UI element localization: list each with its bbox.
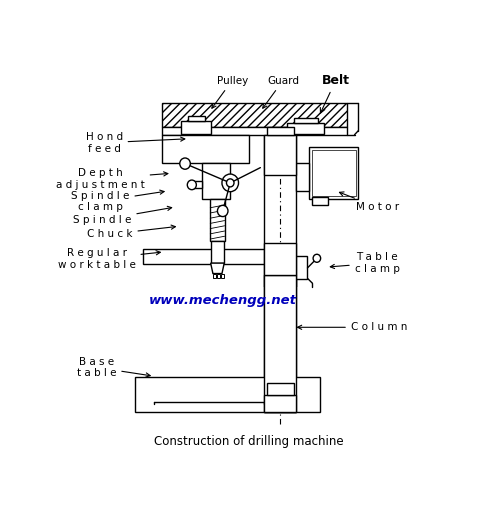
Bar — [264, 243, 296, 275]
Text: Construction of drilling machine: Construction of drilling machine — [154, 435, 344, 448]
Bar — [294, 118, 318, 123]
Bar — [162, 127, 347, 135]
Circle shape — [217, 205, 228, 217]
Circle shape — [222, 174, 239, 192]
Bar — [217, 274, 220, 278]
Text: C h u c k: C h u c k — [87, 225, 175, 239]
Bar — [312, 197, 328, 205]
Bar — [296, 163, 310, 191]
Bar — [210, 199, 225, 241]
Bar — [192, 181, 202, 189]
Bar — [162, 135, 249, 163]
Text: www.mechengg.net: www.mechengg.net — [149, 293, 297, 306]
Bar — [287, 123, 324, 134]
Circle shape — [226, 179, 234, 187]
Text: S p i n d l e: S p i n d l e — [73, 206, 172, 225]
Circle shape — [313, 254, 321, 262]
Bar — [267, 383, 294, 395]
Text: B a s e
t a b l e: B a s e t a b l e — [77, 356, 150, 378]
Bar — [267, 127, 294, 135]
Circle shape — [187, 180, 196, 190]
Bar — [181, 121, 211, 134]
Text: R e g u l a r
w o r k t a b l e: R e g u l a r w o r k t a b l e — [58, 249, 160, 270]
Text: S p i n d l e
c l a m p: S p i n d l e c l a m p — [71, 190, 164, 212]
Bar — [210, 241, 224, 263]
Text: T a b l e
c l a m p: T a b l e c l a m p — [330, 252, 399, 274]
Bar — [221, 274, 224, 278]
Bar — [264, 135, 296, 412]
Bar — [264, 275, 296, 412]
Bar — [162, 104, 347, 127]
Bar — [135, 377, 320, 412]
Bar — [296, 256, 308, 279]
Bar — [188, 116, 205, 121]
Text: Pulley: Pulley — [212, 76, 248, 108]
Bar — [213, 274, 216, 278]
Bar — [310, 147, 358, 199]
Text: M o t o r: M o t o r — [339, 192, 399, 212]
Circle shape — [180, 158, 191, 169]
Bar — [312, 150, 356, 196]
Text: Guard: Guard — [263, 76, 299, 108]
Bar — [264, 395, 296, 412]
Text: H o n d
f e e d: H o n d f e e d — [86, 132, 185, 154]
Text: D e p t h
a d j u s t m e n t: D e p t h a d j u s t m e n t — [56, 168, 168, 190]
Bar — [202, 163, 230, 199]
Polygon shape — [210, 263, 224, 274]
Bar — [264, 135, 296, 175]
Text: Belt: Belt — [320, 74, 350, 113]
Text: C o l u m n: C o l u m n — [297, 322, 407, 332]
Bar — [143, 249, 264, 264]
